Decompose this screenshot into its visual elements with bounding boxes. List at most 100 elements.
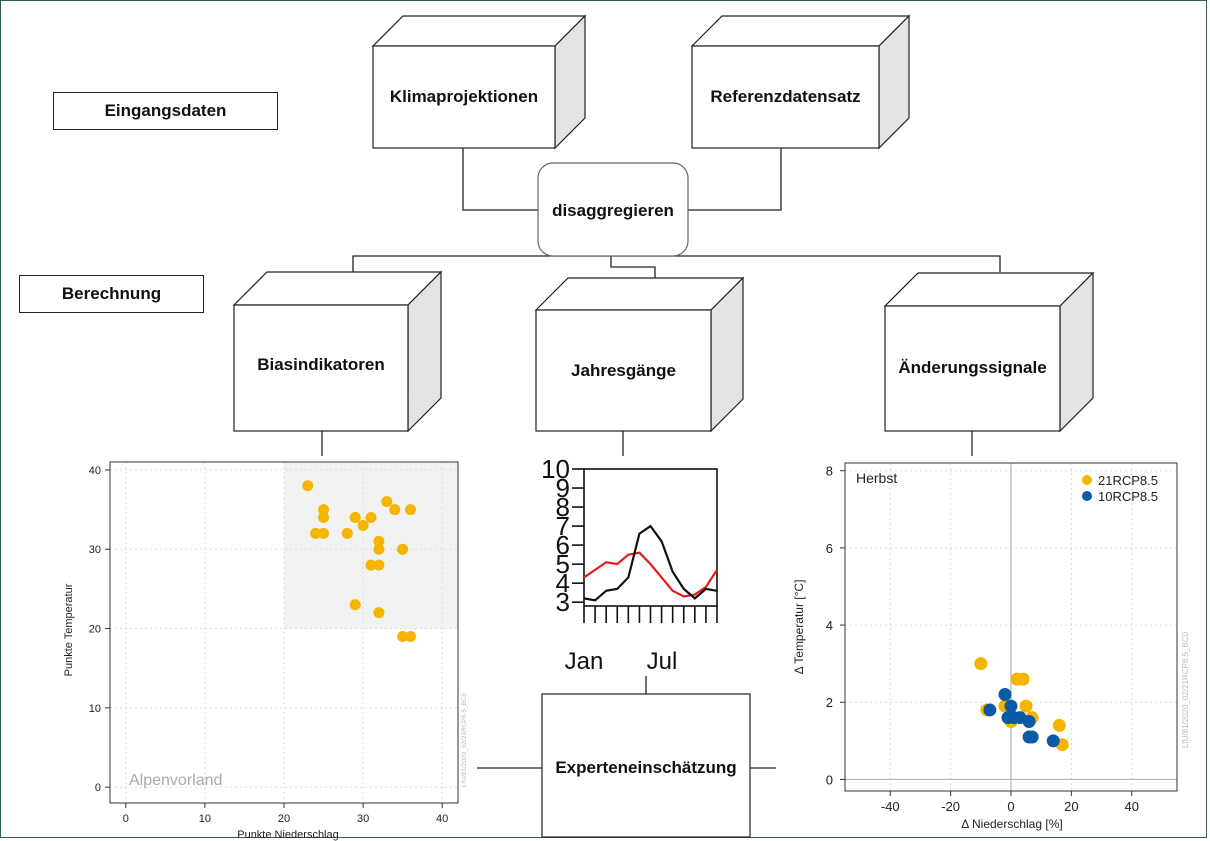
change-legend-marker bbox=[1082, 491, 1092, 501]
change-ylabel: Δ Temperatur [°C] bbox=[792, 580, 806, 675]
bias-x-tick-label: 40 bbox=[436, 813, 448, 825]
change-point bbox=[1022, 715, 1036, 729]
change-y-tick-label: 0 bbox=[826, 772, 833, 787]
connector-disagg-branches bbox=[352, 255, 1001, 272]
annual-lines bbox=[583, 524, 718, 602]
change-watermark: LfU/81/2020_02/21RCP8.5_BC0 bbox=[1181, 631, 1190, 748]
bias-point bbox=[373, 559, 385, 571]
annual-series-line bbox=[583, 524, 718, 602]
biasindikatoren-text: Biasindikatoren bbox=[257, 355, 385, 374]
klimaprojektionen-text: Klimaprojektionen bbox=[389, 87, 539, 106]
bias-point bbox=[318, 504, 330, 516]
disaggregieren-text: disaggregieren bbox=[552, 201, 674, 220]
change-y-tick-label: 6 bbox=[826, 541, 833, 556]
change-point bbox=[1016, 672, 1030, 686]
bias-x-tick-label: 20 bbox=[278, 813, 290, 825]
label-box-eingangsdaten: Eingangsdaten bbox=[53, 92, 278, 130]
change-xlabel: Δ Niederschlag [%] bbox=[961, 817, 1062, 831]
change-y-tick-label: 4 bbox=[826, 618, 833, 633]
change-y-tick-label: 2 bbox=[826, 695, 833, 710]
box-klimaprojektionen bbox=[371, 14, 587, 150]
bias-point bbox=[357, 519, 369, 531]
jahresgaenge-text: Jahresgänge bbox=[571, 361, 676, 380]
annual-x-label-jan: Jan bbox=[565, 648, 604, 675]
bias-point bbox=[310, 527, 322, 539]
bias-point bbox=[381, 496, 393, 508]
bias-point bbox=[349, 512, 361, 524]
box-jahresgaenge bbox=[534, 276, 745, 433]
bias-point bbox=[341, 527, 353, 539]
change-point bbox=[1046, 734, 1060, 748]
annual-y-tick-label: 7 bbox=[556, 511, 570, 541]
bias-point bbox=[318, 527, 330, 539]
bias-point bbox=[302, 480, 314, 492]
change-x-tick-label: 0 bbox=[1007, 799, 1014, 814]
bias-y-tick-label: 20 bbox=[89, 624, 101, 636]
bias-highlight-region bbox=[284, 462, 458, 629]
bias-point bbox=[373, 535, 385, 547]
bias-point bbox=[397, 543, 409, 555]
change-point bbox=[998, 688, 1012, 702]
change-legend-label: 10RCP8.5 bbox=[1098, 489, 1158, 504]
annual-series-line bbox=[583, 551, 718, 598]
change-title: Herbst bbox=[856, 470, 897, 486]
bias-point bbox=[349, 599, 361, 611]
box-referenzdatensatz bbox=[690, 14, 911, 150]
bias-points bbox=[302, 480, 417, 642]
change-y-tick-label: 8 bbox=[826, 464, 833, 479]
annual-y-tick-label: 9 bbox=[556, 473, 570, 503]
bias-region-label: Alpenvorland bbox=[129, 772, 222, 789]
annual-y-tick-label: 6 bbox=[556, 530, 570, 560]
box-disaggregieren bbox=[537, 162, 689, 257]
aenderungssignale-text: Änderungssignale bbox=[898, 358, 1047, 377]
change-point bbox=[1019, 699, 1033, 713]
annual-x-label-jul: Jul bbox=[647, 648, 678, 675]
change-point bbox=[1001, 711, 1015, 725]
bias-axes: 0 10 20 30 40 0 10 20 30 40 bbox=[89, 465, 449, 825]
change-legend-marker bbox=[1082, 475, 1092, 485]
change-point bbox=[974, 657, 988, 671]
box-experteneinschaetzung bbox=[541, 693, 751, 838]
bias-point bbox=[365, 559, 377, 571]
bias-point bbox=[373, 607, 385, 619]
change-x-tick-label: 40 bbox=[1124, 799, 1138, 814]
annual-y-tick-label: 8 bbox=[556, 492, 570, 522]
label-box-berechnung: Berechnung bbox=[19, 275, 204, 313]
change-zero-lines bbox=[845, 463, 1177, 791]
bias-y-tick-label: 10 bbox=[89, 703, 101, 715]
bias-point bbox=[405, 630, 417, 642]
connector-klima-disagg bbox=[462, 148, 538, 211]
bias-point bbox=[318, 512, 330, 524]
bias-ylabel: Punkte Temperatur bbox=[63, 583, 75, 676]
connector-disagg-jahres bbox=[610, 256, 656, 280]
bias-y-tick-label: 40 bbox=[89, 465, 101, 477]
bias-point bbox=[405, 504, 417, 516]
bias-y-tick-label: 0 bbox=[95, 782, 101, 794]
bias-point bbox=[389, 504, 401, 516]
bias-x-tick-label: 10 bbox=[199, 813, 211, 825]
change-point bbox=[1052, 718, 1066, 732]
bias-scatter-chart: 0 10 20 30 40 0 10 20 30 40 Alpenvorland Punkte N… bbox=[63, 461, 468, 841]
annual-y-tick-label: 3 bbox=[556, 587, 570, 617]
box-aenderungssignale bbox=[883, 271, 1095, 433]
annual-x-ticks bbox=[583, 606, 718, 623]
bias-point bbox=[365, 512, 377, 524]
change-x-tick-label: 20 bbox=[1064, 799, 1078, 814]
change-axes: -40 -20 0 20 40 0 2 4 6 8 bbox=[826, 464, 1139, 814]
annual-y-tick-label: 5 bbox=[556, 549, 570, 579]
box-biasindikatoren bbox=[232, 270, 443, 433]
bias-point bbox=[373, 543, 385, 555]
annual-y-tick-label: 4 bbox=[556, 568, 570, 598]
berechnung-text: Berechnung bbox=[61, 284, 162, 303]
change-point bbox=[1004, 699, 1018, 713]
bias-point bbox=[397, 630, 409, 642]
bias-x-tick-label: 30 bbox=[357, 813, 369, 825]
eingangsdaten-text: Eingangsdaten bbox=[104, 101, 227, 120]
change-x-tick-label: -20 bbox=[941, 799, 960, 814]
